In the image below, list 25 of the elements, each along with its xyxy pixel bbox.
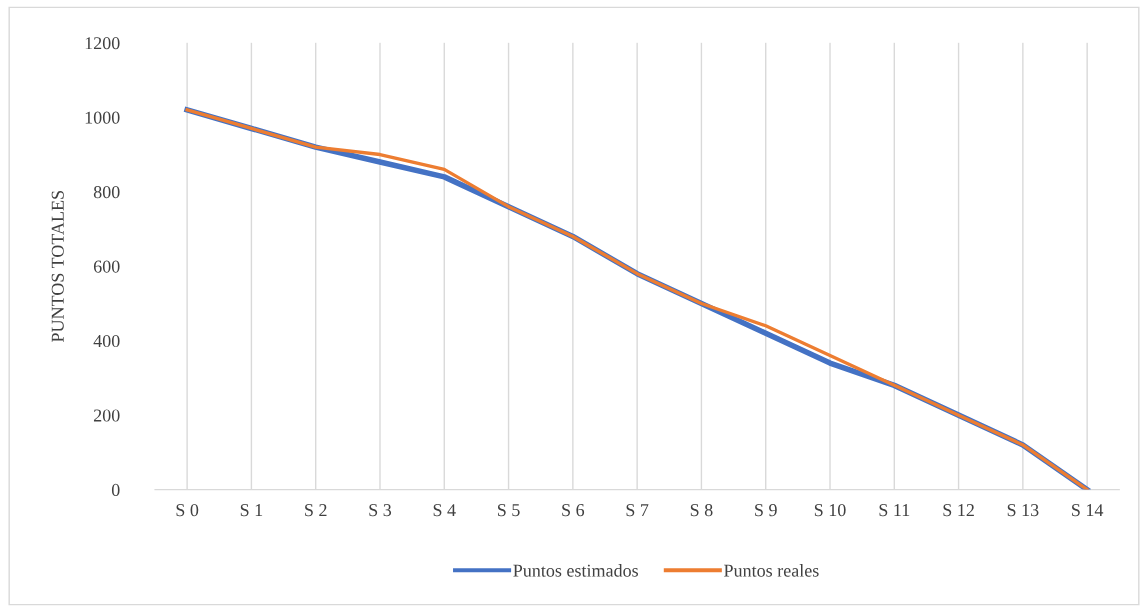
y-tick-label: 600 [93,260,120,273]
y-tick-label: 1000 [85,111,120,124]
x-tick-label: S 7 [626,504,649,517]
x-tick-label: S 0 [176,504,199,517]
x-tick-label: S 12 [943,504,974,517]
y-tick-label: 800 [93,186,120,199]
x-tick-label: S 6 [562,504,585,517]
y-tick-label: 1200 [85,37,120,50]
x-tick-label: S 14 [1072,504,1104,517]
y-tick-label: 200 [93,409,120,422]
x-tick-label: S 4 [433,504,456,517]
x-tick-label: S 2 [305,504,327,517]
x-tick-label: S 5 [497,504,520,517]
legend-label: Puntos reales [724,564,819,577]
y-tick-label: 400 [93,334,120,348]
x-tick-label: S 9 [755,504,777,517]
x-tick-label: S 1 [240,504,263,517]
x-tick-label: S 8 [690,504,713,517]
x-tick-label: S 10 [814,504,846,517]
y-axis-title: PUNTOS TOTALES [51,191,64,342]
x-tick-label: S 3 [369,504,392,517]
x-tick-label: S 13 [1007,504,1039,517]
x-tick-label: S 11 [879,504,910,517]
y-tick-label: 0 [111,483,120,497]
legend-label: Puntos estimados [513,564,638,577]
